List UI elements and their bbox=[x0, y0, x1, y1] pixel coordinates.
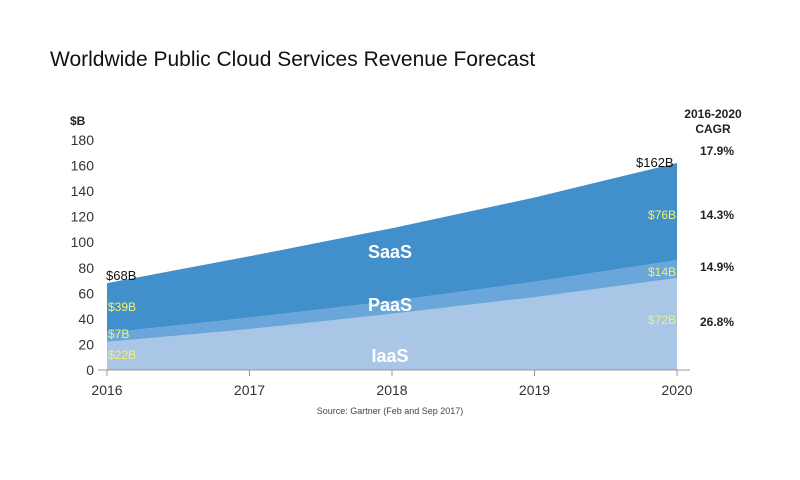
cagr-header-line1: 2016-2020 bbox=[684, 107, 742, 121]
end-value-label: $72B bbox=[648, 313, 676, 327]
y-tick-label: 160 bbox=[71, 158, 95, 174]
x-tick-label: 2016 bbox=[91, 382, 122, 398]
y-tick-label: 180 bbox=[71, 132, 95, 148]
series-label-iaas: IaaS bbox=[371, 346, 408, 366]
y-tick-label: 40 bbox=[78, 311, 94, 327]
series-label-saas: SaaS bbox=[368, 242, 412, 262]
end-value-label: $76B bbox=[648, 208, 676, 222]
x-tick-label: 2020 bbox=[661, 382, 692, 398]
y-tick-label: 140 bbox=[71, 183, 95, 199]
y-tick-label: 100 bbox=[71, 234, 95, 250]
cagr-total: 17.9% bbox=[700, 144, 734, 158]
start-value-label: $22B bbox=[108, 348, 136, 362]
source-note: Source: Gartner (Feb and Sep 2017) bbox=[317, 406, 464, 416]
cagr-value: 14.9% bbox=[700, 260, 734, 274]
x-tick-label: 2019 bbox=[519, 382, 550, 398]
cagr-header-line2: CAGR bbox=[695, 122, 731, 136]
start-value-label: $39B bbox=[108, 300, 136, 314]
total-label-2016: $68B bbox=[106, 268, 136, 283]
area-saas bbox=[107, 163, 677, 333]
start-value-label: $7B bbox=[108, 327, 129, 341]
cagr-value: 14.3% bbox=[700, 208, 734, 222]
y-tick-label: 20 bbox=[78, 336, 94, 352]
end-value-label: $14B bbox=[648, 265, 676, 279]
x-tick-label: 2017 bbox=[234, 382, 265, 398]
y-tick-label: 60 bbox=[78, 285, 94, 301]
y-tick-label: 0 bbox=[86, 362, 94, 378]
series-label-paas: PaaS bbox=[368, 295, 412, 315]
chart-title: Worldwide Public Cloud Services Revenue … bbox=[50, 48, 536, 71]
cagr-value: 26.8% bbox=[700, 315, 734, 329]
area-iaas bbox=[107, 278, 677, 370]
x-tick-label: 2018 bbox=[376, 382, 407, 398]
y-tick-label: 120 bbox=[71, 209, 95, 225]
total-label-2020: $162B bbox=[636, 155, 674, 170]
y-axis-label: $B bbox=[70, 114, 86, 128]
y-tick-label: 80 bbox=[78, 260, 94, 276]
